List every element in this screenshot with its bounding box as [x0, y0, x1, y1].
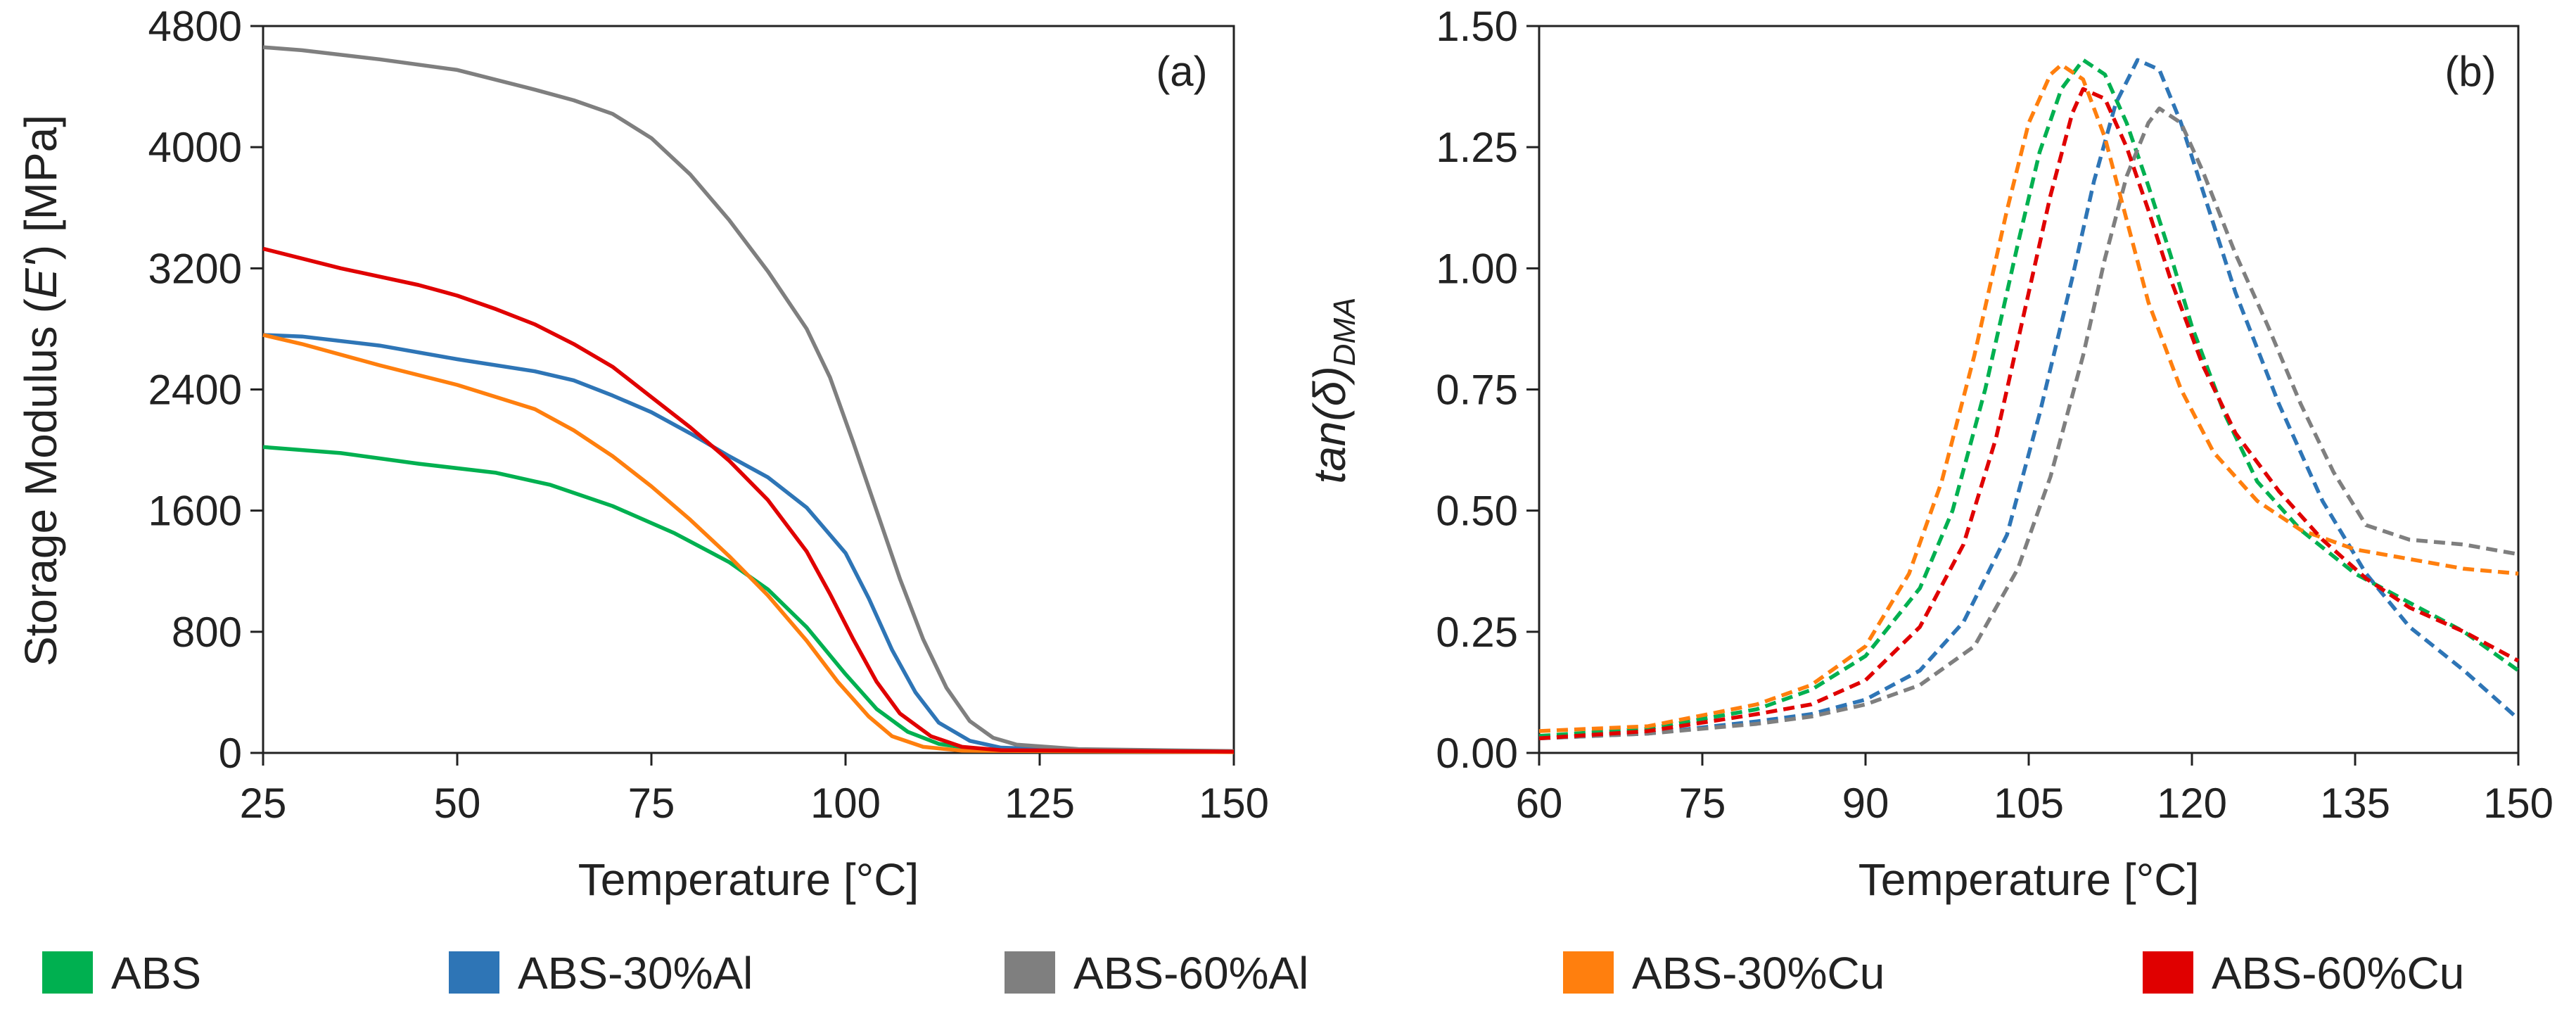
axis-ticks-a: 25 50 75 100 125 150 0 800 1600 2400 3200 4000 4800	[148, 3, 1270, 827]
y-tick-label-a-0: 0	[219, 730, 242, 777]
y-tick-label-a-5: 4000	[148, 124, 242, 171]
panel-label-a: (a)	[1156, 48, 1207, 95]
series-line-a-abs-60-cu	[262, 246, 1235, 754]
y-axis-title-b-sub: DMA	[1327, 298, 1362, 367]
y-tick-label-b-5: 1.25	[1436, 124, 1518, 171]
x-tick-label-b-0: 60	[1516, 780, 1563, 827]
legend: ABS ABS-30%Al ABS-60%Al ABS-30%Cu ABS-60%Cu	[42, 948, 2464, 998]
series-line-a-abs-60-al	[262, 45, 1235, 754]
legend-swatch-4	[2143, 951, 2193, 994]
series-line-b-abs	[1538, 58, 2520, 738]
x-tick-label-a-1: 50	[434, 780, 481, 827]
series-lines-a	[262, 45, 1235, 754]
x-axis-title-a: Temperature [°C]	[578, 854, 919, 905]
axis-ticks-b: 60 75 90 105 120 135 150 0.00 0.25 0.50 0.75 1.00 1.…	[1436, 3, 2553, 827]
y-axis-title-a: Storage Modulus (E') [MPa]	[15, 115, 66, 666]
series-lines-b	[1538, 58, 2520, 741]
y-tick-label-a-3: 2400	[148, 367, 242, 414]
x-axis-title-b: Temperature [°C]	[1858, 854, 2199, 905]
series-line-a-abs-30-al	[262, 333, 1235, 754]
x-tick-label-b-4: 120	[2157, 780, 2227, 827]
legend-label-3: ABS-30%Cu	[1632, 948, 1885, 998]
legend-swatch-0	[42, 951, 93, 994]
legend-label-0: ABS	[111, 948, 201, 998]
y-tick-label-b-2: 0.50	[1436, 488, 1518, 535]
legend-swatch-1	[449, 951, 499, 994]
x-tick-label-a-5: 150	[1199, 780, 1269, 827]
series-line-a-abs-30-cu	[262, 333, 1235, 754]
tan-delta-chart: 60 75 90 105 120 135 150 0.00 0.25 0.50 0.75 1.00 1.…	[1304, 3, 2553, 905]
x-tick-label-b-2: 90	[1842, 780, 1889, 827]
legend-label-1: ABS-30%Al	[518, 948, 753, 998]
series-line-b-abs-60-cu	[1538, 87, 2520, 741]
series-line-b-abs-30-al	[1538, 58, 2520, 741]
y-tick-label-b-6: 1.50	[1436, 3, 1518, 50]
x-tick-label-a-0: 25	[240, 780, 287, 827]
y-tick-label-a-2: 1600	[148, 488, 242, 535]
y-tick-label-a-4: 3200	[148, 245, 242, 292]
x-tick-label-b-1: 75	[1679, 780, 1726, 827]
x-tick-label-a-4: 125	[1005, 780, 1075, 827]
x-tick-label-b-3: 105	[1994, 780, 2064, 827]
y-tick-label-a-1: 800	[172, 609, 242, 656]
series-line-b-abs-60-al	[1538, 106, 2519, 741]
plot-frame-a	[262, 25, 1235, 754]
y-tick-label-b-4: 1.00	[1436, 245, 1518, 292]
legend-swatch-2	[1005, 951, 1055, 994]
y-tick-label-a-6: 4800	[148, 3, 242, 50]
plot-frame-b	[1538, 25, 2520, 754]
panel-label-b: (b)	[2444, 48, 2496, 95]
legend-swatch-3	[1563, 951, 1614, 994]
y-tick-label-b-1: 0.25	[1436, 609, 1518, 656]
series-line-a-abs	[262, 445, 1235, 754]
x-tick-label-b-6: 150	[2483, 780, 2553, 827]
x-tick-label-a-3: 100	[810, 780, 881, 827]
storage-modulus-chart: 25 50 75 100 125 150080016002400320040004800 …	[15, 3, 1269, 905]
y-tick-label-b-3: 0.75	[1436, 367, 1518, 414]
legend-label-2: ABS-60%Al	[1073, 948, 1308, 998]
x-tick-label-a-2: 75	[628, 780, 675, 827]
y-axis-title-b-main: tan(δ)	[1304, 366, 1355, 483]
series-line-b-abs-30-cu	[1538, 63, 2519, 733]
y-tick-label-b-0: 0.00	[1436, 730, 1518, 777]
legend-label-4: ABS-60%Cu	[2212, 948, 2464, 998]
y-axis-title-b: tan(δ)DMA	[1304, 298, 1362, 484]
x-tick-label-b-5: 135	[2320, 780, 2390, 827]
